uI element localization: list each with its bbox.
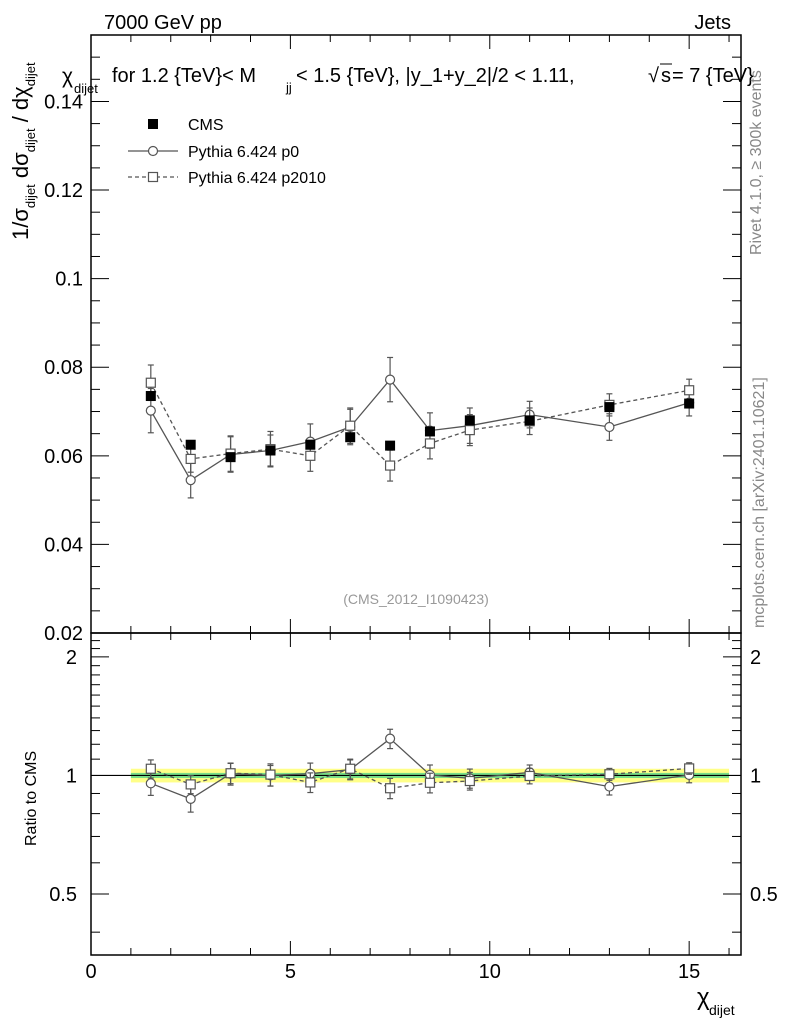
- ratio-y-tick-label-right: 1: [750, 765, 761, 787]
- ratio-p2010-point: [384, 783, 396, 794]
- legend-marker-p2010: [147, 171, 159, 183]
- ratio-p0-point: [185, 793, 196, 804]
- legend-marker-p0: [147, 145, 159, 157]
- ratio-p2010-point: [464, 775, 475, 787]
- ratio-p2010-point: [524, 770, 535, 782]
- x-tick-label: 5: [285, 961, 296, 983]
- title-text-c: = 7 {TeV}: [672, 65, 754, 87]
- data-series: [145, 356, 695, 499]
- ylabel-prefix: 1/σ: [8, 208, 33, 240]
- cms-point: [424, 426, 435, 437]
- p2010-point: [185, 453, 196, 465]
- p0-point: [384, 374, 396, 385]
- ratio-p2010-point: [684, 763, 695, 774]
- cms-point: [145, 391, 156, 402]
- header-right: Jets: [694, 12, 731, 34]
- x-tick-label: 15: [678, 961, 700, 983]
- y-tick-label: 0.12: [44, 180, 83, 202]
- p0-point: [145, 405, 156, 416]
- series-line-2: [150, 382, 690, 467]
- ratio-y-tick-label-right: 2: [750, 647, 761, 669]
- p2010-point: [384, 460, 396, 471]
- y-tick-label: 0.06: [44, 446, 83, 468]
- cms-point: [524, 415, 535, 426]
- legend-label-p2010: Pythia 6.424 p2010: [188, 170, 326, 187]
- p2010-point: [145, 377, 156, 388]
- x-axis-label: χ dijet: [697, 984, 735, 1018]
- ratio-p2010-point: [185, 779, 196, 790]
- ratio-ylabel: Ratio to CMS: [23, 751, 40, 846]
- ylabel-div: / dχ: [8, 86, 33, 129]
- ylabel-sub3: dijet: [23, 62, 38, 86]
- y-tick-label: 0.04: [44, 534, 83, 556]
- ratio-y-tick-label: 0.5: [49, 884, 77, 906]
- main-ylabel: 1/σdijet dσdijet / dχdijet: [8, 62, 38, 240]
- y-tick-label: 0.08: [44, 357, 83, 379]
- cms-point: [604, 402, 615, 413]
- ratio-p2010-point: [225, 768, 236, 779]
- header-left: 7000 GeV pp: [104, 12, 222, 34]
- chart-title: χ dijet for 1.2 {TeV}< M jj < 1.5 {TeV},…: [62, 63, 754, 96]
- ratio-p2010-point: [265, 769, 276, 780]
- y-tick-label: 0.1: [55, 269, 83, 291]
- ratio-p2010-point: [345, 763, 356, 774]
- cms-point: [464, 415, 475, 426]
- y-tick-label: 0.14: [44, 91, 83, 113]
- ratio-p2010-point: [604, 769, 615, 780]
- rivet-version-text: Rivet 4.1.0, ≥ 300k events: [748, 70, 765, 255]
- p0-point: [604, 421, 615, 433]
- x-tick-label: 0: [85, 961, 96, 983]
- title-chi: χ: [62, 65, 73, 88]
- series-line-1: [150, 378, 690, 482]
- ratio-plot-frame: [90, 632, 742, 956]
- x-tick-label: 10: [479, 961, 501, 983]
- ratio-p0-point: [604, 781, 615, 792]
- ratio-p2010-point: [305, 777, 316, 788]
- title-sqrt: √: [648, 65, 659, 87]
- title-s: s: [661, 65, 671, 87]
- ylabel-sub2: dijet: [23, 128, 38, 152]
- title-chi-sub: dijet: [74, 81, 98, 96]
- ratio-p0-point: [384, 733, 396, 744]
- p2010-point: [424, 438, 436, 449]
- ratio-p2010-point: [424, 777, 436, 788]
- ylabel-mid: dσ: [8, 152, 33, 184]
- title-text-b: < 1.5 {TeV}, |y_1+y_2|/2 < 1.11,: [296, 65, 575, 87]
- mcplots-text: mcplots.cern.ch [arXiv:2401.10621]: [751, 377, 768, 628]
- cms-point: [305, 439, 316, 450]
- xlabel-sub: dijet: [709, 1002, 735, 1018]
- p2010-point: [464, 425, 475, 436]
- p2010-point: [305, 450, 316, 461]
- svg-text:1/σdijet dσdijet / dχdijet: 1/σdijet dσdijet / dχdijet: [8, 62, 38, 240]
- ylabel-sub1: dijet: [23, 184, 38, 208]
- analysis-watermark: (CMS_2012_I1090423): [343, 591, 489, 607]
- p2010-point: [684, 385, 695, 396]
- legend-label-p0: Pythia 6.424 p0: [188, 144, 299, 161]
- title-text-a: for 1.2 {TeV}< M: [112, 65, 256, 87]
- cms-point: [265, 445, 276, 456]
- legend: CMS Pythia 6.424 p0 Pythia 6.424 p2010: [128, 117, 326, 187]
- p2010-point: [345, 420, 356, 431]
- ratio-line-1: [150, 767, 690, 789]
- ratio-series: [145, 728, 695, 813]
- legend-label-cms: CMS: [188, 117, 224, 134]
- p0-point: [185, 475, 196, 486]
- ratio-y-tick-label: 1: [66, 765, 77, 787]
- ratio-p0-point: [145, 778, 156, 789]
- xlabel-chi: χ: [697, 984, 710, 1011]
- ratio-y-tick-label: 2: [66, 647, 77, 669]
- cms-point: [684, 398, 695, 409]
- ratio-p2010-point: [145, 763, 156, 774]
- title-mjj-sub: jj: [285, 80, 292, 95]
- legend-marker-cms: [148, 119, 158, 129]
- y-tick-label: 0.02: [44, 623, 83, 645]
- cms-point: [225, 452, 236, 463]
- cms-point: [345, 432, 356, 443]
- ratio-line-0: [150, 737, 690, 800]
- cms-point: [385, 440, 396, 451]
- cms-point: [185, 439, 196, 450]
- ratio-y-tick-label-right: 0.5: [750, 884, 778, 906]
- axes: 0 5 10 15 0.02 0.04 0.06 0.08 0.1 0.12 0.14 0.5 0.5 1…: [44, 34, 778, 983]
